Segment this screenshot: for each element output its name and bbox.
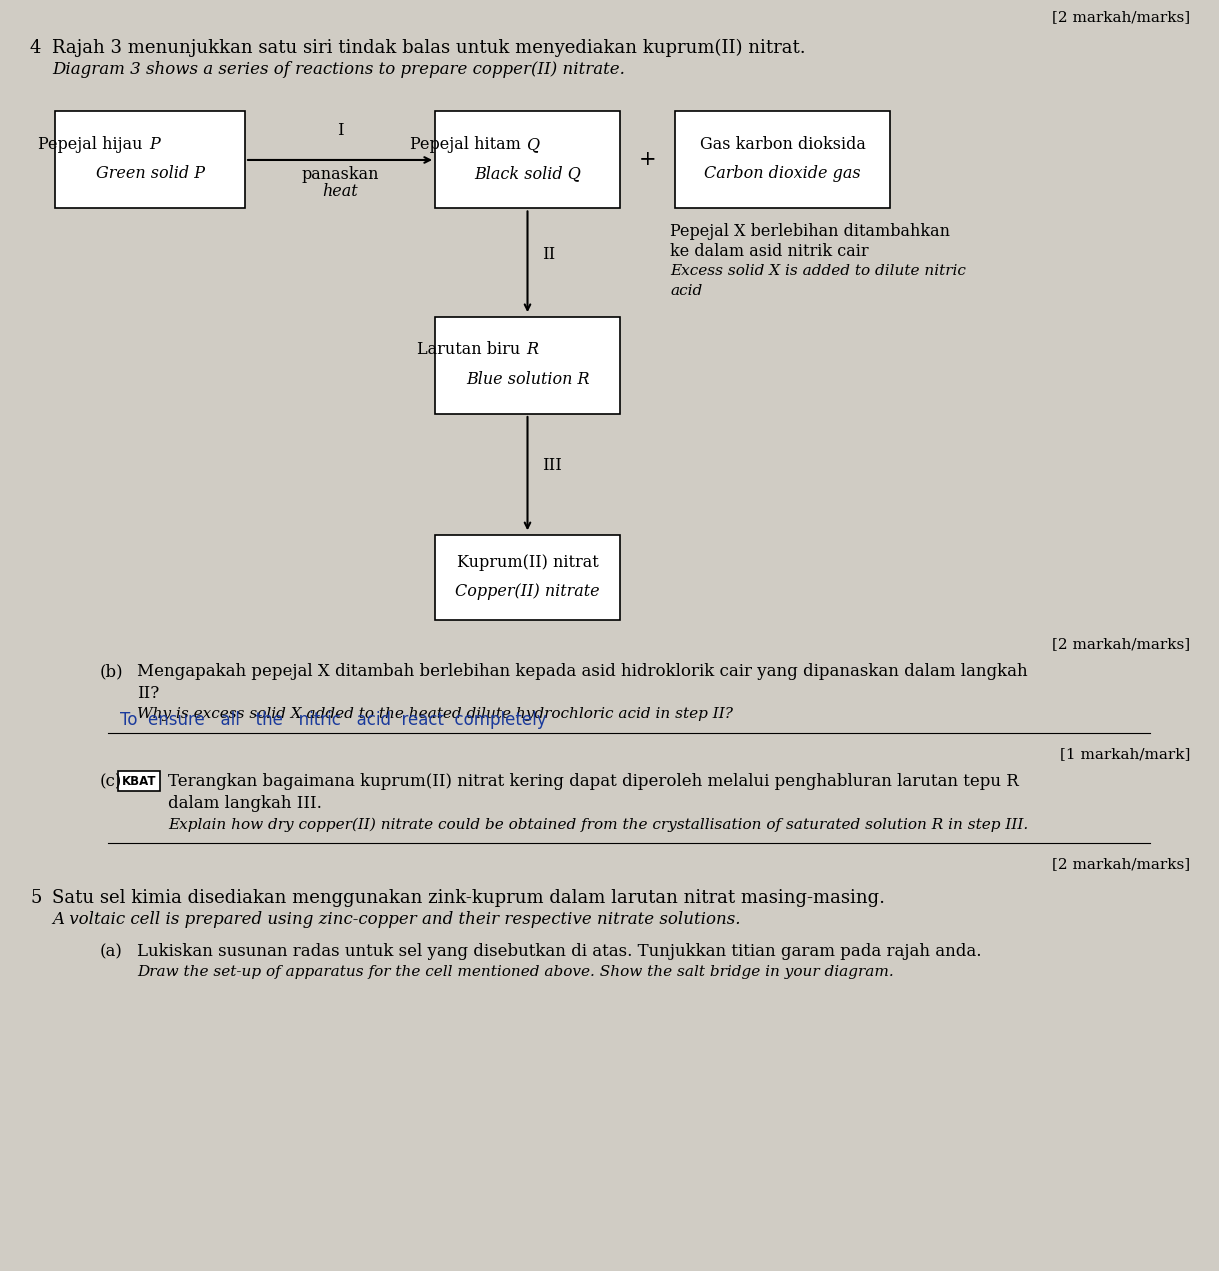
Text: To  ensure   all   the   nitric   acid  react  completely: To ensure all the nitric acid react comp… [119,712,546,730]
Bar [435,535,620,620]
Text: Excess solid X is added to dilute nitric: Excess solid X is added to dilute nitric [670,263,965,277]
Text: III: III [542,458,562,474]
Text: R: R [527,342,539,358]
Text: Copper(II) nitrate: Copper(II) nitrate [455,583,600,600]
Text: Green solid P: Green solid P [95,165,205,182]
Text: Satu sel kimia disediakan menggunakan zink-kuprum dalam larutan nitrat masing-ma: Satu sel kimia disediakan menggunakan zi… [52,890,885,907]
Text: Pepejal hijau: Pepejal hijau [38,136,147,153]
Text: dalam langkah III.: dalam langkah III. [168,796,322,812]
Text: Gas karbon dioksida: Gas karbon dioksida [700,136,865,153]
Text: Draw the set-up of apparatus for the cell mentioned above. Show the salt bridge : Draw the set-up of apparatus for the cel… [137,966,894,980]
Bar [435,112,620,208]
Text: KBAT: KBAT [122,775,156,788]
Text: (a): (a) [100,943,123,961]
Text: Explain how dry copper(II) nitrate could be obtained from the crystallisation of: Explain how dry copper(II) nitrate could… [168,817,1029,831]
Text: Pepejal X berlebihan ditambahkan: Pepejal X berlebihan ditambahkan [670,222,950,240]
Text: P: P [149,136,160,153]
Text: Pepejal hitam: Pepejal hitam [410,136,525,153]
Text: (c): (c) [100,773,122,791]
Text: II?: II? [137,685,160,703]
Text: Diagram 3 shows a series of reactions to prepare copper(II) nitrate.: Diagram 3 shows a series of reactions to… [52,61,625,78]
Text: [2 markah/marks]: [2 markah/marks] [1052,637,1190,651]
Text: ke dalam asid nitrik cair: ke dalam asid nitrik cair [670,243,869,261]
Text: acid: acid [670,283,702,299]
Text: +: + [639,150,657,169]
Text: I: I [336,122,344,139]
Text: Black solid Q: Black solid Q [474,165,581,182]
Bar [55,112,245,208]
Bar [675,112,890,208]
Text: Why is excess solid X added to the heated dilute hydrochloric acid in step II?: Why is excess solid X added to the heate… [137,708,733,722]
Text: [1 markah/mark]: [1 markah/mark] [1059,747,1190,761]
Text: Q: Q [527,136,540,153]
Text: Terangkan bagaimana kuprum(II) nitrat kering dapat diperoleh melalui penghablura: Terangkan bagaimana kuprum(II) nitrat ke… [168,773,1019,791]
Text: Larutan biru: Larutan biru [417,342,525,358]
Text: 5: 5 [30,890,41,907]
Text: (b): (b) [100,663,123,680]
Text: [2 markah/marks]: [2 markah/marks] [1052,10,1190,24]
Text: [2 markah/marks]: [2 markah/marks] [1052,858,1190,872]
Bar [118,771,160,792]
Text: Mengapakah pepejal X ditambah berlebihan kepada asid hidroklorik cair yang dipan: Mengapakah pepejal X ditambah berlebihan… [137,663,1028,680]
Text: Lukiskan susunan radas untuk sel yang disebutkan di atas. Tunjukkan titian garam: Lukiskan susunan radas untuk sel yang di… [137,943,981,961]
Bar [435,316,620,414]
Text: Blue solution R: Blue solution R [466,371,589,388]
Text: Kuprum(II) nitrat: Kuprum(II) nitrat [457,554,599,571]
Text: II: II [542,245,556,263]
Text: Carbon dioxide gas: Carbon dioxide gas [705,165,861,182]
Text: heat: heat [322,183,358,201]
Text: A voltaic cell is prepared using zinc-copper and their respective nitrate soluti: A voltaic cell is prepared using zinc-co… [52,911,740,928]
Text: Rajah 3 menunjukkan satu siri tindak balas untuk menyediakan kuprum(II) nitrat.: Rajah 3 menunjukkan satu siri tindak bal… [52,39,806,57]
Text: panaskan: panaskan [301,165,379,183]
Text: 4: 4 [30,39,41,57]
